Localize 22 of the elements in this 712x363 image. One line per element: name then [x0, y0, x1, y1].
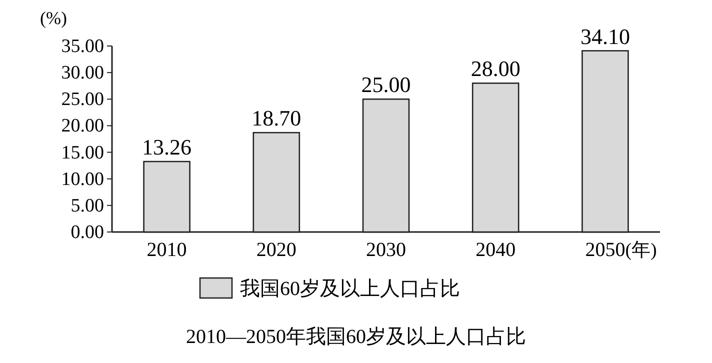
x-tick-label: 2010	[146, 239, 187, 261]
data-label: 25.00	[361, 72, 411, 98]
y-tick-label: 30.00	[61, 62, 104, 84]
y-tick-label: 25.00	[61, 89, 104, 110]
data-label: 13.26	[142, 134, 192, 160]
legend-label: 我国60岁及以上人口占比	[240, 278, 460, 300]
y-tick-label: 10.00	[61, 168, 104, 190]
y-axis-title: (%)	[40, 8, 67, 28]
y-tick-label: 15.00	[61, 142, 104, 164]
data-label: 28.00	[470, 56, 520, 82]
x-axis-title: (年)	[625, 240, 657, 261]
data-label: 18.70	[252, 106, 302, 131]
x-tick-label: 2040	[476, 239, 516, 261]
text: 2010—2050年我国60岁及以上人口占比	[186, 326, 526, 348]
y-tick-label: 0.00	[70, 222, 104, 243]
y-tick-label: 35.00	[61, 36, 104, 57]
y-tick-label: 20.00	[61, 116, 104, 137]
data-label: 34.10	[580, 24, 630, 49]
x-tick-label: 2020	[256, 239, 296, 261]
x-tick-label: 2030	[366, 239, 406, 261]
x-tick-label: 2050	[585, 239, 626, 261]
y-tick-label: 5.00	[70, 195, 104, 216]
